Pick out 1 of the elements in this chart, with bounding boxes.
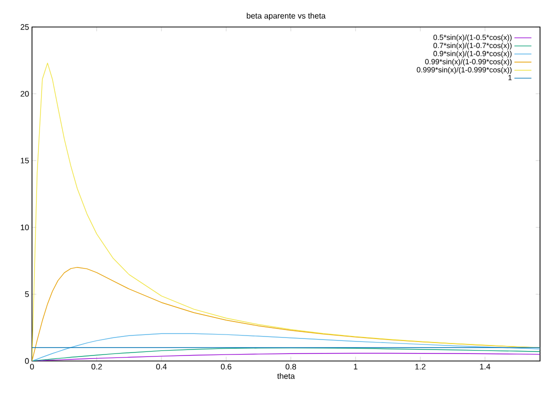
line-series: [32, 333, 540, 361]
